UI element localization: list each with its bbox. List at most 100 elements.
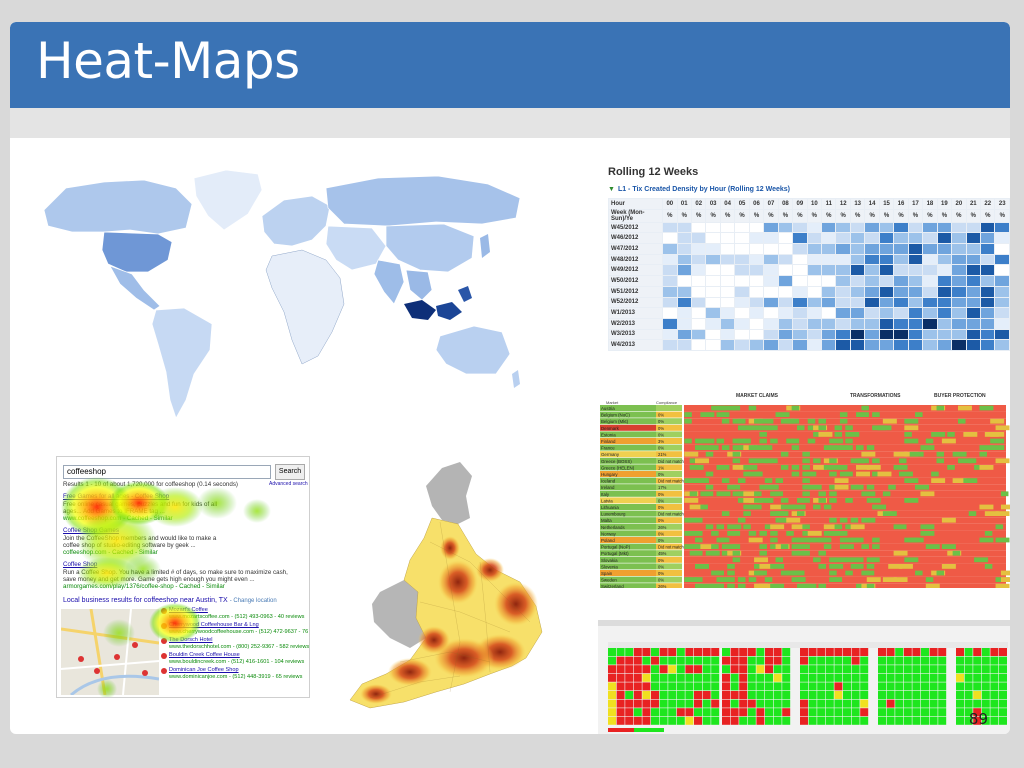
local-result-name[interactable]: Bouldin Creek Coffee House xyxy=(169,652,240,658)
week-row-label: W49/2012 xyxy=(607,264,664,277)
density-cell xyxy=(748,285,765,298)
hour-header: 19 xyxy=(936,198,953,210)
density-cell xyxy=(734,221,750,234)
compliance-value-cell xyxy=(656,517,682,524)
claim-cell xyxy=(780,511,789,516)
status-cell xyxy=(981,648,990,656)
claim-cell xyxy=(818,432,833,437)
local-results-title[interactable]: Local business results for coffeeshop ne… xyxy=(63,597,228,604)
density-cell xyxy=(821,275,837,287)
claim-cell xyxy=(759,550,767,556)
claim-cell xyxy=(754,504,762,510)
hour-label: Hour xyxy=(607,198,664,210)
result-1-url[interactable]: www.coffeeshop.com - Cached - Similar xyxy=(63,515,173,522)
result-2-url[interactable]: coffeeshop.com - Cached - Similar xyxy=(63,549,158,556)
status-cell xyxy=(747,673,756,682)
hour-header: 22 xyxy=(979,198,996,210)
density-cell xyxy=(979,243,996,255)
result-3-line1: Run a Coffee Shop. You have a limited # … xyxy=(63,569,288,576)
map-pin-icon[interactable] xyxy=(94,668,100,674)
map-pin-icon[interactable] xyxy=(132,642,138,648)
market-name: Switzerland xyxy=(601,584,624,588)
status-cell xyxy=(702,708,711,717)
claim-cell xyxy=(904,418,919,424)
local-result-name[interactable]: The Dorsch Hotel xyxy=(169,637,213,643)
claim-cell xyxy=(904,498,919,503)
claim-cell xyxy=(797,544,805,549)
map-pin-icon[interactable] xyxy=(142,670,148,676)
claim-cell xyxy=(818,564,826,569)
compliance-value: 0% xyxy=(658,446,664,451)
claim-cell xyxy=(839,465,848,470)
compliance-value-cell xyxy=(656,543,682,550)
market-label-cell xyxy=(600,504,656,510)
market-label-cell xyxy=(600,431,656,438)
compliance-value: 0% xyxy=(658,564,664,569)
status-cell xyxy=(711,656,720,665)
local-results-heading[interactable]: Local business results for coffeeshop ne… xyxy=(63,597,277,604)
density-cell xyxy=(748,264,765,277)
list-item[interactable]: The Dorsch Hotel www.thedorschhotel.com -… xyxy=(161,637,309,652)
unit-header: % xyxy=(690,208,707,223)
local-map[interactable] xyxy=(61,609,159,695)
list-item[interactable]: Bouldin Creek Coffee House www.bouldincre… xyxy=(161,652,309,667)
status-cell xyxy=(800,673,808,682)
result-3-title[interactable]: Coffee Shop xyxy=(63,561,98,568)
status-cell xyxy=(739,682,748,691)
claim-cell xyxy=(823,544,832,549)
density-cell xyxy=(907,339,924,351)
claim-cell xyxy=(909,451,924,457)
result-3-url[interactable]: armorgames.com/play/1376/coffee-shop - C… xyxy=(63,583,225,590)
hour-header: 16 xyxy=(893,198,909,210)
density-cell xyxy=(951,296,967,309)
unit-header: % xyxy=(864,208,880,223)
map-pin-icon[interactable] xyxy=(78,656,84,662)
header-buyer-protection: BUYER PROTECTION xyxy=(934,393,986,399)
local-result-name[interactable]: Cherrywood Coffeehouse Bar & Lng xyxy=(169,622,259,628)
claim-cell xyxy=(700,564,708,569)
advanced-search-link[interactable]: Advanced search xyxy=(269,481,308,487)
density-cell xyxy=(994,285,1010,298)
change-location-link[interactable]: - Change location xyxy=(229,598,277,604)
claim-cell xyxy=(893,550,908,556)
density-cell xyxy=(922,243,938,255)
unit-header: % xyxy=(719,208,736,223)
claim-cell xyxy=(941,438,956,444)
density-cell xyxy=(936,243,953,255)
status-cell xyxy=(921,699,929,708)
local-result-name[interactable]: Dominican Joe Coffee Shop xyxy=(169,667,239,673)
compliance-value-cell xyxy=(656,510,682,517)
density-cell xyxy=(907,232,924,245)
search-button[interactable]: Search xyxy=(275,464,305,480)
density-cell xyxy=(849,328,866,341)
claim-cell xyxy=(748,577,757,582)
hour-header: 14 xyxy=(864,198,880,210)
status-cell xyxy=(903,656,912,665)
density-cell xyxy=(705,328,721,341)
claim-cell xyxy=(834,425,843,431)
local-result-name[interactable]: Mozart's Coffee xyxy=(169,607,208,613)
status-cell xyxy=(633,682,642,691)
claim-cell xyxy=(861,451,876,457)
status-cell xyxy=(756,665,765,674)
list-item[interactable]: Dominican Joe Coffee Shop www.dominicanjo… xyxy=(161,667,309,682)
status-cell xyxy=(921,682,929,691)
density-cell xyxy=(835,243,851,255)
market-name: Greece (BOSS) xyxy=(601,459,632,464)
claim-cell xyxy=(716,491,731,497)
result-1-title[interactable]: Free Games for all ages - Coffee Shop xyxy=(63,493,170,500)
status-cell xyxy=(739,699,748,708)
search-input[interactable]: coffeeshop xyxy=(63,465,271,479)
list-item[interactable]: Mozart's Coffee www.mozartscoffee.com - (… xyxy=(161,607,309,622)
claim-cell xyxy=(829,438,844,444)
compliance-value: 0% xyxy=(658,571,664,576)
result-2-title[interactable]: Coffee Shop Games xyxy=(63,527,119,534)
claim-cell xyxy=(979,405,994,411)
market-label-cell xyxy=(600,424,656,431)
market-label-cell xyxy=(600,418,656,425)
map-pin-icon[interactable] xyxy=(114,654,120,660)
list-item[interactable]: Cherrywood Coffeehouse Bar & Lng www.cher… xyxy=(161,622,309,637)
density-cell xyxy=(734,264,750,277)
status-cell xyxy=(800,708,808,717)
status-cell xyxy=(808,665,817,674)
